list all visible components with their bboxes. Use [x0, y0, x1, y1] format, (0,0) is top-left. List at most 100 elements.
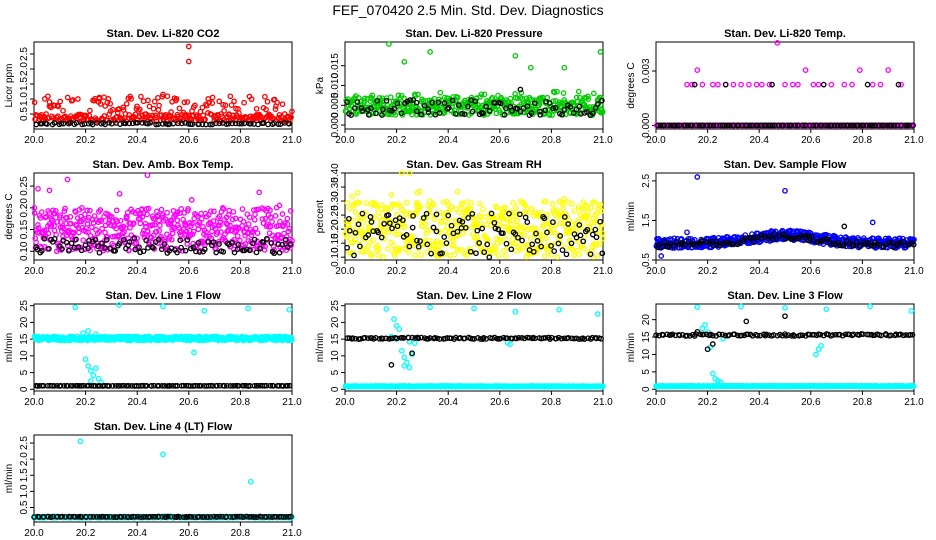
data-point-primary [272, 106, 279, 112]
y-tick-label: 20 [330, 316, 341, 328]
data-point-primary [116, 302, 122, 308]
data-point-secondary [126, 120, 133, 127]
data-point-primary [594, 252, 601, 259]
data-point-secondary [449, 97, 456, 104]
x-tick-label: 20.6 [801, 397, 821, 408]
data-point-primary [454, 94, 461, 101]
data-point-primary [236, 110, 242, 116]
data-point-secondary [469, 108, 476, 115]
x-tick-label: 20.4 [438, 397, 458, 408]
y-tick-label: 0 [330, 386, 341, 392]
data-point-primary [527, 64, 534, 71]
data-point-primary [70, 97, 76, 103]
plot-frame [33, 303, 293, 392]
data-point-primary [87, 378, 94, 384]
points-layer [31, 43, 295, 128]
data-point-primary [46, 187, 53, 194]
data-point-primary [64, 176, 71, 183]
data-point-primary [35, 185, 41, 192]
data-point-secondary [383, 97, 390, 104]
data-point-primary [489, 94, 496, 101]
data-point-primary [140, 98, 147, 105]
data-point-primary [746, 81, 752, 88]
data-point-primary [473, 95, 480, 101]
y-tick-label: 0.003 [641, 58, 652, 83]
data-point-primary [546, 112, 553, 118]
data-point-primary [514, 217, 520, 224]
data-point-secondary [595, 101, 601, 107]
data-point-secondary [577, 232, 584, 239]
data-point-primary [248, 96, 255, 103]
data-point-secondary [425, 106, 431, 113]
data-point-primary [386, 41, 392, 47]
data-point-primary [256, 189, 263, 196]
data-point-primary [527, 235, 534, 241]
y-tick-label: 25 [19, 300, 30, 312]
data-point-secondary [247, 120, 254, 127]
data-point-primary [241, 99, 247, 106]
y-axis-label: ml/min [315, 333, 326, 362]
data-point-primary [352, 236, 359, 243]
panel-stan-dev-amb-box-temp: Stan. Dev. Amb. Box Temp.20.0 20.2 20.4 20.… [4, 159, 302, 277]
data-point-primary [64, 94, 71, 101]
data-point-primary [158, 206, 165, 213]
data-point-primary [363, 200, 370, 206]
y-axis-label: percent [315, 200, 326, 234]
plot-frame [655, 41, 915, 130]
data-point-primary [774, 40, 781, 46]
data-point-secondary [106, 119, 112, 126]
data-point-primary [156, 102, 162, 109]
data-point-primary [508, 100, 514, 107]
x-tick-label: 20.0 [24, 135, 44, 146]
data-point-primary [658, 253, 665, 259]
x-tick-label: 21.0 [904, 266, 924, 277]
data-point-secondary [529, 241, 536, 248]
data-point-primary [85, 327, 92, 334]
data-point-primary [795, 81, 801, 88]
data-point-secondary [599, 250, 606, 257]
x-tick-label: 21.0 [593, 266, 613, 277]
data-point-primary [885, 67, 892, 73]
data-point-secondary [388, 362, 395, 368]
data-point-primary [877, 81, 884, 88]
data-point-primary [191, 349, 197, 356]
data-point-primary [525, 100, 532, 107]
y-tick-label: 15 [330, 333, 341, 345]
y-tick-label: 20 [19, 316, 30, 328]
data-point-primary [385, 246, 391, 252]
data-point-primary [128, 96, 134, 102]
data-point-primary [82, 356, 89, 363]
data-point-primary [560, 90, 567, 96]
data-point-primary [113, 207, 120, 214]
x-tick-label: 21.0 [282, 135, 302, 146]
data-point-primary [396, 100, 403, 107]
x-tick-label: 20.2 [387, 266, 407, 277]
data-point-primary [199, 104, 206, 111]
data-point-primary [427, 304, 433, 311]
y-axis-label: Licor ppm [4, 64, 15, 108]
data-point-primary [107, 100, 114, 107]
data-point-primary [471, 305, 477, 312]
data-point-primary [155, 107, 162, 113]
data-point-primary [269, 218, 275, 225]
data-point-primary [245, 305, 251, 312]
data-point-primary [588, 204, 594, 211]
data-point-primary [85, 363, 92, 369]
data-point-primary [55, 113, 61, 120]
data-point-primary [355, 189, 361, 196]
data-point-primary [120, 104, 127, 111]
panel-title: Stan. Dev. Li-820 CO2 [107, 28, 220, 40]
data-point-primary [153, 114, 159, 121]
data-point-secondary [472, 98, 479, 105]
panel-title: Stan. Dev. Line 3 Flow [727, 290, 843, 302]
data-point-primary [597, 49, 604, 55]
data-point-secondary [96, 249, 103, 256]
x-tick-label: 20.8 [853, 135, 873, 146]
data-point-primary [542, 110, 549, 116]
data-point-primary [202, 116, 208, 123]
data-point-secondary [410, 97, 417, 103]
y-tick-label: 1.5 [641, 213, 652, 227]
data-point-secondary [559, 247, 566, 253]
data-point-primary [220, 101, 226, 108]
